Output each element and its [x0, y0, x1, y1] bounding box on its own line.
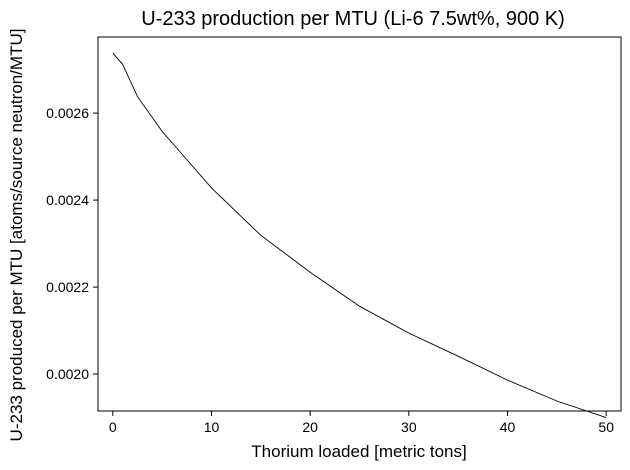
x-tick-label: 0: [109, 419, 117, 435]
y-axis-ticks: 0.0020 0.0022 0.0024 0.0026: [46, 105, 98, 382]
y-tick-label: 0.0020: [46, 366, 89, 382]
x-tick-label: 10: [204, 419, 220, 435]
data-series-line: [112, 52, 607, 418]
chart-title: U-233 production per MTU (Li-6 7.5wt%, 9…: [141, 8, 565, 30]
y-tick-label: 0.0026: [46, 105, 89, 121]
y-tick-label: 0.0022: [46, 279, 89, 295]
x-axis-label: Thorium loaded [metric tons]: [251, 442, 466, 461]
x-tick-label: 20: [302, 419, 318, 435]
x-axis-ticks: 0 10 20 30 40 50: [109, 411, 614, 435]
y-tick-label: 0.0024: [46, 192, 89, 208]
x-tick-label: 50: [598, 419, 614, 435]
axes-frame: [97, 36, 622, 412]
x-tick-label: 40: [500, 419, 516, 435]
y-axis-label: U-233 produced per MTU [atoms/source neu…: [7, 29, 26, 442]
x-tick-label: 30: [401, 419, 417, 435]
plot-area: [97, 36, 622, 418]
